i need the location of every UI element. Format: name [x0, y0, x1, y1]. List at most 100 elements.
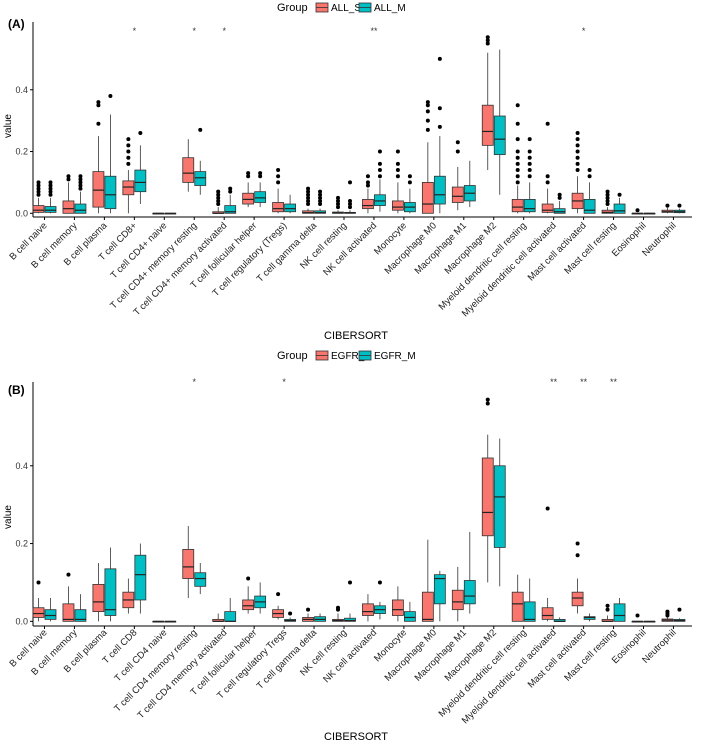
outlier-point — [557, 192, 562, 197]
box-body — [541, 203, 554, 213]
outlier-point — [515, 155, 520, 160]
outlier-point — [575, 149, 580, 154]
outlier-point — [126, 137, 131, 142]
outlier-point — [425, 109, 430, 114]
outlier-point — [36, 186, 41, 191]
box-m — [314, 613, 326, 622]
box-m — [553, 192, 566, 214]
box-s — [511, 103, 524, 214]
box-m — [643, 212, 656, 215]
box-body — [254, 191, 267, 203]
x-axis-title: CIBERSORT — [324, 731, 388, 743]
outlier-point — [395, 168, 400, 173]
box-m — [403, 601, 416, 622]
panel-b: (B) Group EGFR_S EGFR_M 0.0 0.2 0.4 value CIBERS… — [3, 350, 692, 743]
box-s — [541, 121, 554, 214]
box-m — [613, 192, 626, 214]
box-s — [362, 174, 374, 214]
box-m — [164, 212, 177, 215]
box-body — [374, 194, 386, 206]
outlier-point — [527, 174, 532, 179]
box-s — [511, 574, 524, 622]
box-body — [344, 617, 356, 622]
outlier-point — [78, 180, 83, 185]
box-body — [224, 611, 237, 622]
outlier-point — [587, 174, 592, 179]
outlier-point — [348, 180, 352, 185]
outlier-point — [485, 397, 490, 402]
box-body — [272, 202, 285, 213]
outlier-point — [348, 198, 352, 203]
box-body — [433, 574, 446, 605]
x-tick-label: Macrophage M2 — [443, 627, 499, 683]
outlier-point — [276, 168, 281, 173]
outlier-point — [377, 174, 382, 179]
legend-title: Group — [277, 2, 308, 14]
outlier-point — [545, 121, 550, 126]
box-body — [44, 206, 57, 213]
outlier-point — [395, 161, 400, 166]
legend-label: ALL_S — [331, 3, 361, 14]
outlier-point — [78, 183, 83, 188]
y-tick-label: 0.0 — [15, 208, 28, 218]
box-s — [332, 605, 344, 622]
outlier-point — [377, 149, 382, 154]
outlier-point — [216, 198, 221, 203]
box-m — [583, 613, 596, 622]
box-s — [661, 203, 674, 214]
box-body — [523, 601, 536, 622]
outlier-point — [527, 161, 532, 166]
outlier-point — [575, 161, 580, 166]
significance-mark: * — [192, 26, 196, 36]
x-tick-label: Macrophage M1 — [413, 220, 469, 276]
x-tick-label: NK cell activated — [321, 220, 379, 278]
box-body — [421, 591, 434, 622]
outlier-point — [348, 202, 352, 207]
box-s — [541, 506, 554, 622]
significance-mark: ** — [370, 26, 378, 36]
outlier-point — [485, 35, 490, 40]
box-s — [571, 541, 584, 614]
outlier-point — [407, 174, 412, 179]
outlier-point — [455, 149, 460, 154]
box-body — [194, 572, 207, 587]
box-m — [553, 617, 566, 622]
outlier-point — [515, 161, 520, 166]
box-m — [284, 194, 297, 214]
significance-mark: ** — [550, 377, 558, 387]
box-body — [481, 104, 494, 146]
y-tick-label: 0.4 — [15, 461, 28, 471]
x-tick-label: Macrophage M1 — [413, 627, 469, 683]
box-s — [601, 603, 614, 622]
box-m — [344, 580, 356, 622]
outlier-point — [617, 192, 622, 197]
outlier-point — [228, 186, 233, 191]
outlier-point — [377, 168, 382, 173]
box-s — [272, 168, 285, 214]
significance-mark: * — [192, 377, 196, 387]
box-body — [134, 169, 147, 193]
y-tick-label: 0.4 — [15, 85, 28, 95]
box-m — [74, 594, 87, 622]
box-body — [421, 182, 434, 214]
outlier-point — [66, 174, 71, 179]
outlier-point — [96, 121, 101, 126]
outlier-point — [246, 171, 251, 176]
box-s — [631, 613, 644, 623]
box-body — [44, 609, 57, 620]
outlier-point — [665, 609, 670, 614]
outlier-point — [365, 174, 370, 179]
box-body — [523, 198, 536, 213]
outlier-point — [605, 192, 610, 197]
outlier-point — [527, 168, 532, 173]
box-m — [344, 180, 356, 214]
outlier-point — [635, 208, 640, 213]
outlier-point — [515, 149, 520, 154]
outlier-point — [365, 180, 370, 185]
significance-mark: * — [133, 26, 137, 36]
outlier-point — [557, 195, 562, 200]
outlier-point — [515, 168, 520, 173]
box-body — [391, 599, 404, 616]
box-s — [451, 566, 464, 622]
box-m — [224, 186, 237, 214]
